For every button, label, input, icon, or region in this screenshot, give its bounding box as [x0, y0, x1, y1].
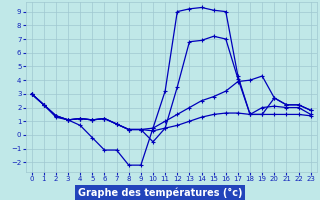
Text: Graphe des températures (°c): Graphe des températures (°c): [78, 188, 242, 198]
